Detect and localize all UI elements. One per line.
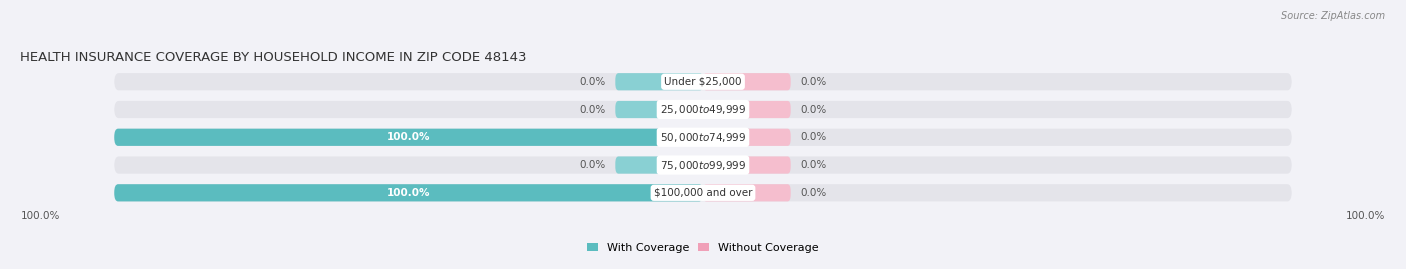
FancyBboxPatch shape: [703, 73, 790, 90]
Text: Source: ZipAtlas.com: Source: ZipAtlas.com: [1281, 11, 1385, 21]
Text: 0.0%: 0.0%: [579, 105, 606, 115]
Text: 100.0%: 100.0%: [20, 211, 59, 221]
Text: $25,000 to $49,999: $25,000 to $49,999: [659, 103, 747, 116]
Text: HEALTH INSURANCE COVERAGE BY HOUSEHOLD INCOME IN ZIP CODE 48143: HEALTH INSURANCE COVERAGE BY HOUSEHOLD I…: [20, 51, 527, 64]
Text: 100.0%: 100.0%: [387, 188, 430, 198]
Text: 0.0%: 0.0%: [579, 77, 606, 87]
FancyBboxPatch shape: [703, 101, 790, 118]
FancyBboxPatch shape: [616, 157, 703, 174]
Text: $75,000 to $99,999: $75,000 to $99,999: [659, 158, 747, 172]
Text: 0.0%: 0.0%: [800, 160, 827, 170]
FancyBboxPatch shape: [114, 184, 703, 201]
Text: 0.0%: 0.0%: [800, 77, 827, 87]
Text: 0.0%: 0.0%: [800, 105, 827, 115]
FancyBboxPatch shape: [703, 129, 790, 146]
FancyBboxPatch shape: [616, 73, 703, 90]
Legend: With Coverage, Without Coverage: With Coverage, Without Coverage: [588, 243, 818, 253]
FancyBboxPatch shape: [703, 157, 790, 174]
FancyBboxPatch shape: [114, 101, 1292, 118]
FancyBboxPatch shape: [114, 184, 1292, 201]
FancyBboxPatch shape: [114, 157, 1292, 174]
FancyBboxPatch shape: [703, 184, 790, 201]
FancyBboxPatch shape: [114, 73, 1292, 90]
Text: 0.0%: 0.0%: [579, 160, 606, 170]
Text: 100.0%: 100.0%: [1347, 211, 1386, 221]
Text: Under $25,000: Under $25,000: [664, 77, 742, 87]
FancyBboxPatch shape: [114, 129, 1292, 146]
Text: $100,000 and over: $100,000 and over: [654, 188, 752, 198]
FancyBboxPatch shape: [114, 129, 703, 146]
Text: 0.0%: 0.0%: [800, 188, 827, 198]
Text: 0.0%: 0.0%: [800, 132, 827, 142]
Text: 100.0%: 100.0%: [387, 132, 430, 142]
Text: $50,000 to $74,999: $50,000 to $74,999: [659, 131, 747, 144]
FancyBboxPatch shape: [616, 101, 703, 118]
